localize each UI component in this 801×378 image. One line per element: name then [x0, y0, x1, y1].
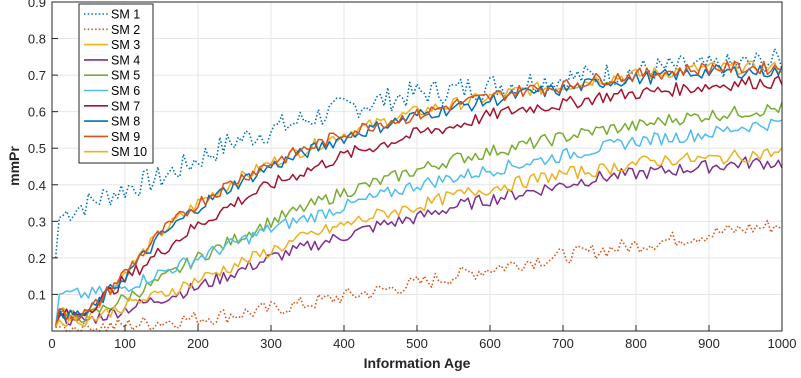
legend-label: SM 9 — [111, 130, 140, 144]
x-tick-label: 900 — [698, 336, 720, 351]
series-lines — [54, 47, 783, 332]
y-tick-label: 0.7 — [28, 68, 46, 83]
y-tick-label: 0.6 — [28, 105, 46, 120]
x-tick-label: 500 — [406, 336, 428, 351]
y-axis-label: mmPr — [6, 146, 22, 186]
series-line-sm-6 — [54, 118, 783, 328]
legend-label: SM 4 — [111, 53, 140, 67]
legend-label: SM 10 — [111, 145, 147, 159]
x-tick-label: 600 — [479, 336, 501, 351]
x-tick-label: 300 — [260, 336, 282, 351]
series-line-sm-10 — [54, 147, 783, 328]
y-tick-label: 0.4 — [28, 178, 46, 193]
y-tick-label: 0.8 — [28, 32, 46, 47]
series-line-sm-9 — [54, 60, 783, 328]
legend-label: SM 1 — [111, 8, 140, 22]
y-tick-label: 0.9 — [28, 0, 46, 10]
tick-labels: 0 100 200 300 400 500 600 700 800 900 1000 0.1 0.2 0.… — [28, 0, 797, 351]
x-tick-label: 400 — [333, 336, 355, 351]
x-tick-label: 0 — [48, 336, 55, 351]
y-tick-label: 0.1 — [28, 287, 46, 302]
x-tick-label: 1000 — [768, 336, 797, 351]
legend-label: SM 8 — [111, 115, 140, 129]
series-line-sm-7 — [54, 75, 783, 328]
axis-ticks — [51, 1, 783, 331]
series-line-sm-3 — [54, 60, 783, 328]
legend-label: SM 2 — [111, 23, 140, 37]
legend-label: SM 6 — [111, 84, 140, 98]
legend-label: SM 7 — [111, 99, 140, 113]
legend-label: SM 5 — [111, 69, 140, 83]
y-tick-label: 0.5 — [28, 141, 46, 156]
x-tick-label: 200 — [187, 336, 209, 351]
legend: SM 1SM 2SM 3SM 4 SM 5SM 6SM 7 SM 8SM 9SM 1… — [78, 3, 154, 164]
x-tick-label: 700 — [552, 336, 574, 351]
x-tick-label: 100 — [114, 336, 136, 351]
y-tick-label: 0.3 — [28, 214, 46, 229]
y-tick-label: 0.2 — [28, 251, 46, 266]
x-axis-label: Information Age — [364, 355, 471, 371]
legend-label: SM 3 — [111, 38, 140, 52]
series-line-sm-4 — [54, 156, 783, 328]
x-tick-label: 800 — [625, 336, 647, 351]
